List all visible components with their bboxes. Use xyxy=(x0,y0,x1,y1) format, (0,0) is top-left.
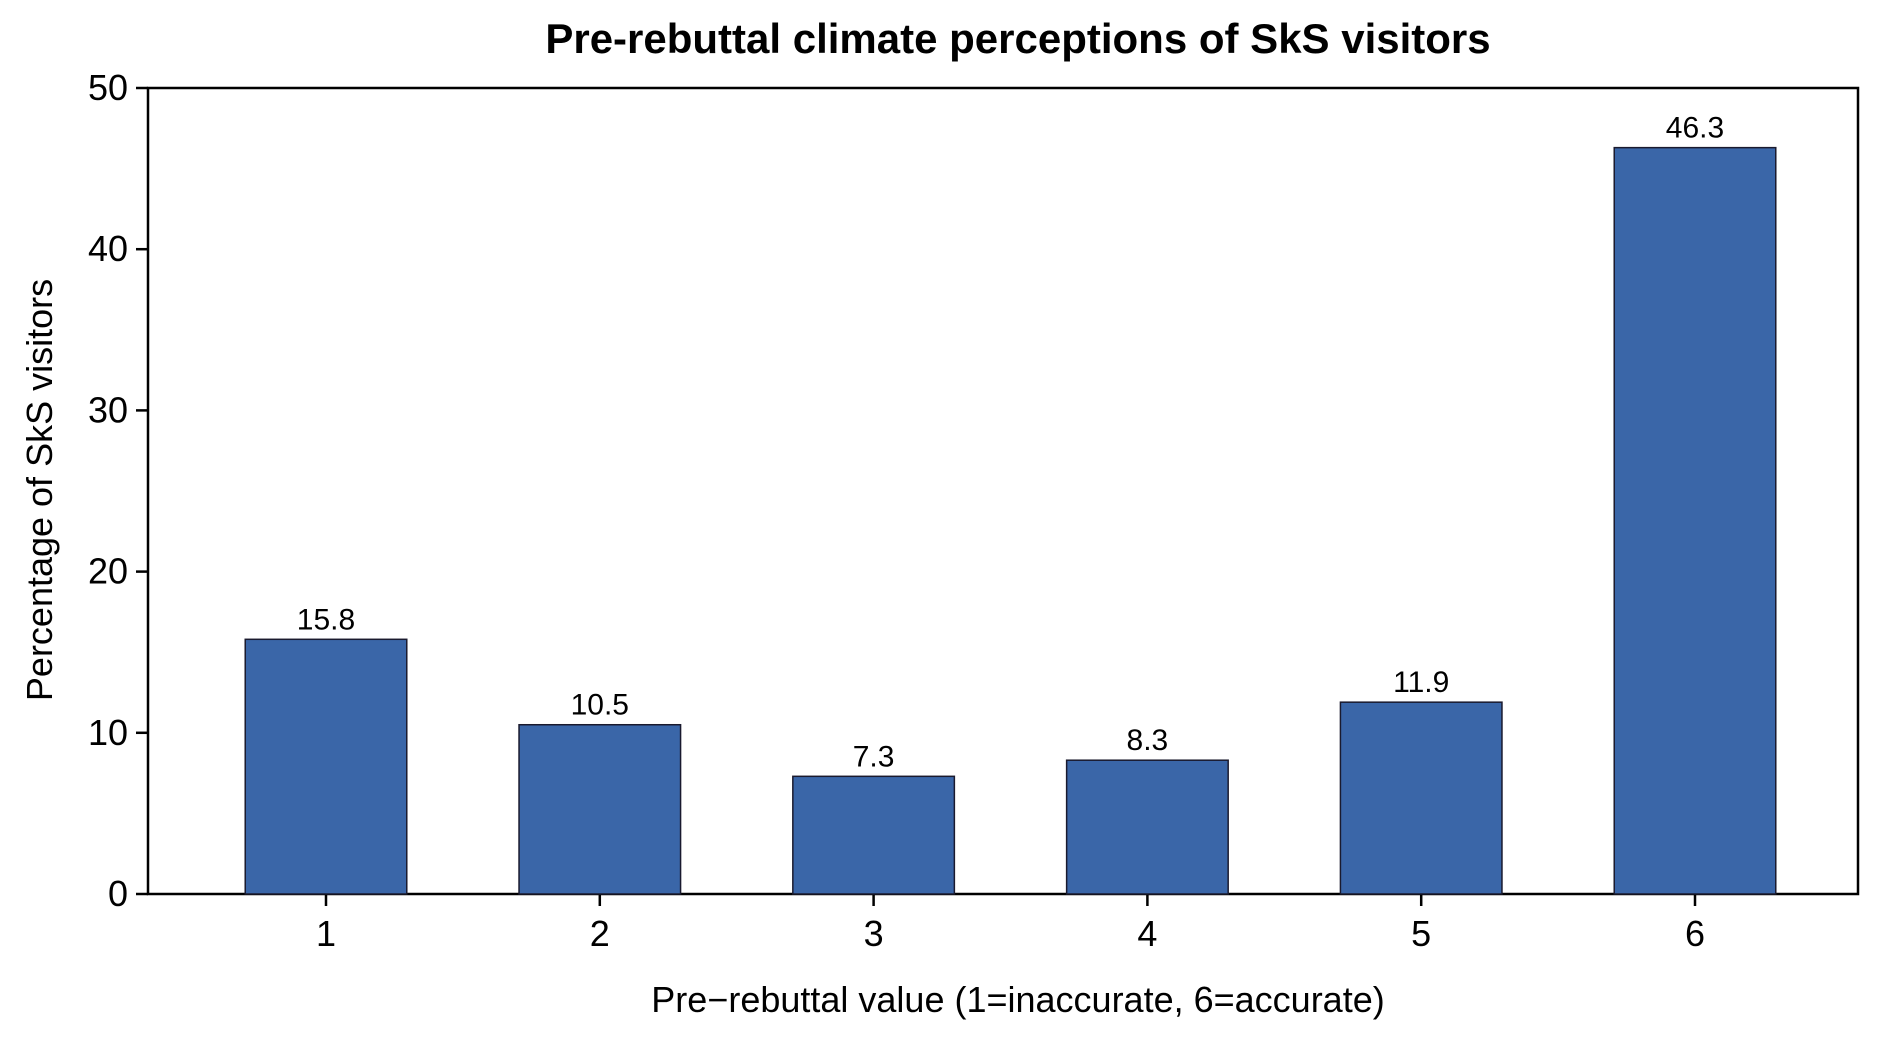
y-axis-ticks: 0 10 20 30 40 50 xyxy=(88,67,148,914)
x-tick-label: 1 xyxy=(316,913,336,954)
data-label-6: 46.3 xyxy=(1666,112,1724,145)
y-tick-label: 10 xyxy=(88,712,128,753)
data-label-4: 8.3 xyxy=(1127,724,1169,757)
x-tick-label: 4 xyxy=(1137,913,1157,954)
bar-5 xyxy=(1339,701,1503,895)
bar-2 xyxy=(518,723,682,895)
bars xyxy=(244,146,1777,895)
bar-3 xyxy=(792,775,956,895)
bar-1 xyxy=(244,638,408,895)
y-tick-label: 0 xyxy=(108,873,128,914)
plot-frame xyxy=(146,86,1860,896)
x-tick-label: 5 xyxy=(1411,913,1431,954)
chart-title: Pre-rebuttal climate perceptions of SkS … xyxy=(545,15,1490,62)
data-label-2: 10.5 xyxy=(571,689,629,722)
x-tick-label: 6 xyxy=(1685,913,1705,954)
data-label-1: 15.8 xyxy=(297,603,355,636)
x-axis-ticks: 1 2 3 4 5 6 xyxy=(316,894,1705,954)
x-tick-label: 2 xyxy=(590,913,610,954)
y-tick-label: 50 xyxy=(88,67,128,108)
y-tick-label: 30 xyxy=(88,389,128,430)
data-label-3: 7.3 xyxy=(853,740,895,773)
y-axis-label: Percentage of SkS visitors xyxy=(19,279,60,701)
bar-4 xyxy=(1065,759,1229,895)
y-tick-label: 20 xyxy=(88,551,128,592)
x-tick-label: 3 xyxy=(864,913,884,954)
bar-6 xyxy=(1613,146,1777,895)
x-axis-label: Pre−rebuttal value (1=inaccurate, 6=accu… xyxy=(651,979,1384,1020)
y-tick-label: 40 xyxy=(88,228,128,269)
data-labels: 15.8 10.5 7.3 8.3 11.9 46.3 xyxy=(297,112,1724,774)
data-label-5: 11.9 xyxy=(1393,666,1449,699)
